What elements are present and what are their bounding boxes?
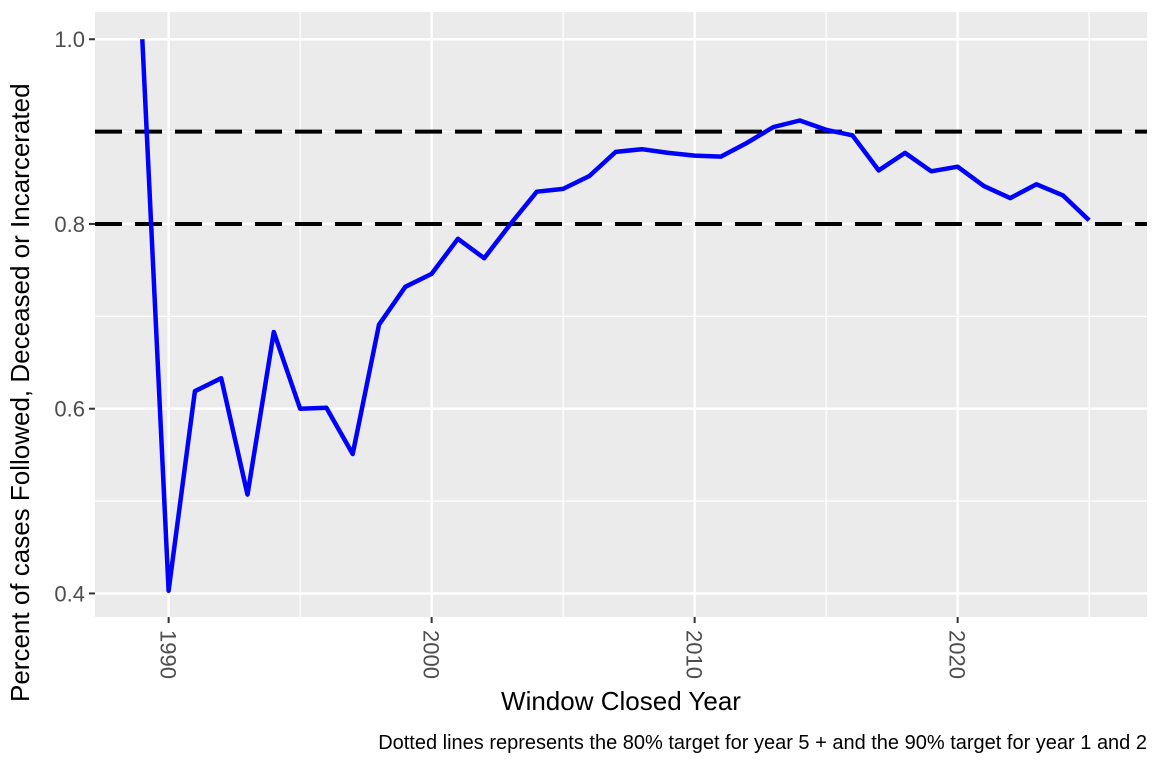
y-tick-label: 0.4 xyxy=(54,581,85,606)
x-tick-label: 2000 xyxy=(419,630,444,679)
x-axis-title: Window Closed Year xyxy=(501,686,741,716)
chart-caption: Dotted lines represents the 80% target f… xyxy=(378,732,1147,754)
x-tick-label: 1990 xyxy=(156,630,181,679)
data-line xyxy=(140,39,1091,593)
y-tick-label: 0.6 xyxy=(54,397,85,422)
y-tick-label: 1.0 xyxy=(54,27,85,52)
y-tick-label: 0.8 xyxy=(54,212,85,237)
x-tick-label: 2010 xyxy=(682,630,707,679)
y-axis-title: Percent of cases Followed, Deceased or I… xyxy=(5,83,35,702)
x-tick-label: 2020 xyxy=(945,630,970,679)
plot-panel xyxy=(95,12,1147,617)
